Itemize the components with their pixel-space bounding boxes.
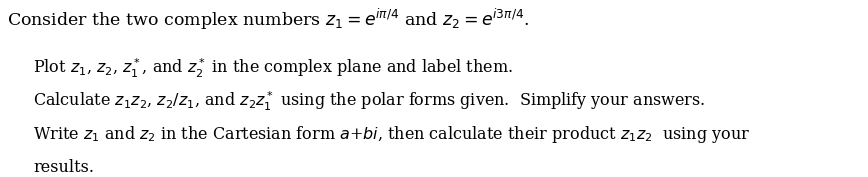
Text: results.: results. <box>33 159 94 176</box>
Text: Write $z_1$ and $z_2$ in the Cartesian form $a$+$bi$, then calculate their produ: Write $z_1$ and $z_2$ in the Cartesian f… <box>33 124 750 145</box>
Text: Calculate $z_1z_2$, $z_2/z_1$, and $z_2z_1^*$ using the polar forms given.  Simp: Calculate $z_1z_2$, $z_2/z_1$, and $z_2z… <box>33 90 706 113</box>
Text: Consider the two complex numbers $z_1 = e^{i\pi/4}$ and $z_2 = e^{i3\pi/4}$.: Consider the two complex numbers $z_1 = … <box>7 7 529 32</box>
Text: Plot $z_1$, $z_2$, $z_1^*$, and $z_2^*$ in the complex plane and label them.: Plot $z_1$, $z_2$, $z_1^*$, and $z_2^*$ … <box>33 57 513 80</box>
